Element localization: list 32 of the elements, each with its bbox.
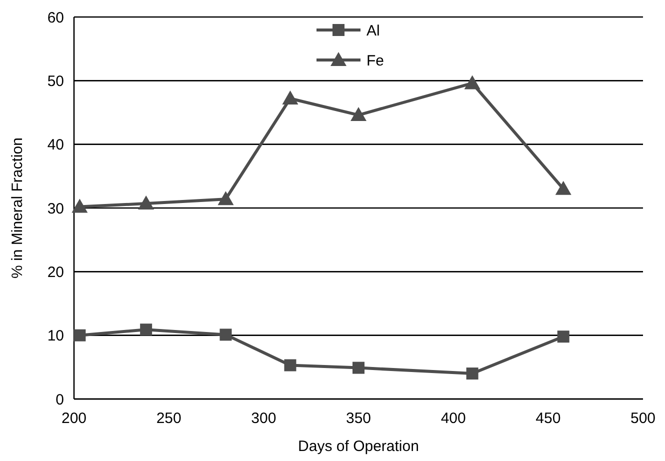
point bbox=[555, 180, 572, 195]
point bbox=[350, 107, 366, 122]
x-tick-label: 400 bbox=[440, 410, 466, 427]
y-tick-label: 0 bbox=[56, 391, 64, 408]
y-tick-label: 30 bbox=[47, 200, 64, 218]
y-axis-title: % in Mineral Fraction bbox=[9, 138, 26, 278]
y-tick-label: 40 bbox=[47, 136, 64, 154]
point bbox=[72, 198, 88, 213]
x-tick-label: 450 bbox=[536, 410, 561, 427]
point bbox=[352, 362, 364, 374]
y-tick-label: 20 bbox=[47, 264, 64, 281]
x-tick-label: 300 bbox=[251, 410, 276, 427]
x-tick-label: 200 bbox=[61, 410, 87, 427]
x-tick-label: 250 bbox=[156, 410, 182, 427]
point bbox=[557, 330, 570, 343]
point bbox=[282, 90, 298, 104]
point bbox=[284, 359, 296, 372]
x-tick-label: 350 bbox=[346, 410, 372, 427]
x-axis-title: Days of Operation bbox=[298, 438, 419, 455]
y-tick-label: 10 bbox=[47, 328, 64, 345]
point bbox=[218, 191, 234, 206]
point bbox=[140, 324, 152, 336]
point bbox=[74, 329, 86, 342]
point bbox=[464, 75, 480, 90]
y-tick-label: 50 bbox=[47, 72, 64, 90]
legend-label: Al bbox=[366, 22, 380, 40]
point bbox=[138, 196, 154, 210]
y-tick-label: 60 bbox=[47, 9, 64, 26]
x-tick-label: 500 bbox=[630, 410, 656, 427]
legend-label: Fe bbox=[366, 52, 384, 70]
point bbox=[220, 328, 232, 341]
point bbox=[466, 368, 478, 380]
